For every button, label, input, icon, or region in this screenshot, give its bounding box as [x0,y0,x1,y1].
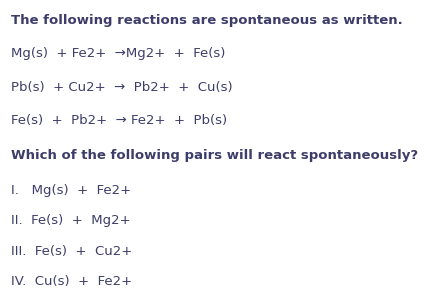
Text: Pb(s)  + Cu2+  →  Pb2+  +  Cu(s): Pb(s) + Cu2+ → Pb2+ + Cu(s) [11,81,233,94]
Text: II.  Fe(s)  +  Mg2+: II. Fe(s) + Mg2+ [11,214,130,227]
Text: IV.  Cu(s)  +  Fe2+: IV. Cu(s) + Fe2+ [11,275,132,288]
Text: III.  Fe(s)  +  Cu2+: III. Fe(s) + Cu2+ [11,245,132,258]
Text: The following reactions are spontaneous as written.: The following reactions are spontaneous … [11,14,403,27]
Text: Which of the following pairs will react spontaneously?: Which of the following pairs will react … [11,149,418,162]
Text: Fe(s)  +  Pb2+  → Fe2+  +  Pb(s): Fe(s) + Pb2+ → Fe2+ + Pb(s) [11,114,227,127]
Text: Mg(s)  + Fe2+  →Mg2+  +  Fe(s): Mg(s) + Fe2+ →Mg2+ + Fe(s) [11,47,225,60]
Text: I.   Mg(s)  +  Fe2+: I. Mg(s) + Fe2+ [11,184,131,197]
